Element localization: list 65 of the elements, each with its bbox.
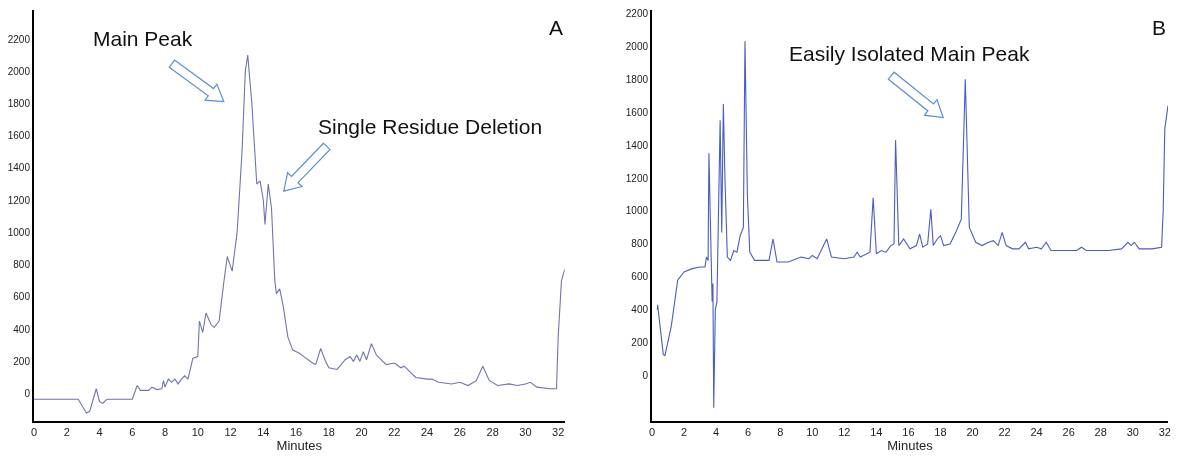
- x-tick-label: 20: [966, 426, 979, 439]
- y-tick-label: 1400: [7, 162, 31, 174]
- x-tick-label: 2: [63, 426, 70, 439]
- y-tick-label: 1000: [625, 205, 649, 217]
- y-tick-label: 0: [642, 370, 649, 382]
- x-tick-label: 2: [681, 426, 688, 439]
- x-axis-title: Minutes: [887, 438, 934, 454]
- x-tick-label: 12: [838, 426, 851, 439]
- y-tick-label: 800: [631, 238, 649, 250]
- annotation: Main Peak: [93, 27, 193, 50]
- annotation: B: [1152, 16, 1167, 39]
- annotation: A: [549, 16, 564, 39]
- y-tick-label: 200: [631, 337, 649, 349]
- y-tick-label: 2000: [7, 65, 31, 77]
- x-tick-label: 22: [388, 426, 401, 439]
- y-tick-label: 1400: [625, 139, 649, 151]
- x-tick-label: 20: [355, 426, 368, 439]
- x-tick-label: 30: [519, 426, 532, 439]
- y-tick-label: 400: [631, 304, 649, 316]
- x-tick-label: 16: [289, 426, 303, 439]
- x-tick-label: 24: [1030, 426, 1043, 439]
- x-tick-label: 32: [1158, 426, 1171, 439]
- annotation: Single Residue Deletion: [318, 115, 543, 138]
- y-tick-label: 200: [13, 355, 31, 367]
- x-axis-title: Minutes: [276, 438, 323, 454]
- x-tick-label: 18: [934, 426, 947, 439]
- x-tick-label: 14: [870, 426, 883, 439]
- y-tick-label: 1600: [625, 106, 649, 118]
- x-tick-label: 4: [96, 426, 103, 439]
- y-tick-label: 600: [631, 271, 649, 283]
- x-tick-label: 26: [453, 426, 467, 439]
- y-tick-label: 1800: [7, 97, 31, 109]
- y-tick-label: 800: [13, 259, 31, 271]
- x-tick-label: 8: [777, 426, 784, 439]
- line-series: [656, 40, 1168, 409]
- line-series: [34, 54, 565, 414]
- y-tick-label: 1200: [625, 172, 649, 184]
- x-tick-label: 8: [161, 426, 169, 439]
- x-tick-label: 26: [1062, 426, 1075, 439]
- x-tick-label: 16: [902, 426, 915, 439]
- y-tick-label: 1200: [7, 194, 31, 206]
- x-tick-label: 6: [745, 426, 752, 439]
- y-tick-label: 1000: [7, 226, 31, 238]
- x-tick-label: 10: [191, 426, 204, 439]
- y-tick-label: 2000: [625, 40, 649, 52]
- x-tick-label: 18: [322, 426, 335, 439]
- y-tick-label: 600: [13, 291, 31, 303]
- x-tick-label: 6: [129, 426, 136, 439]
- x-tick-label: 30: [1126, 426, 1139, 439]
- x-tick-label: 22: [998, 426, 1011, 439]
- x-tick-label: 10: [806, 426, 819, 439]
- y-tick-label: 2200: [625, 7, 649, 19]
- y-tick-label: 1800: [625, 73, 649, 85]
- x-tick-label: 24: [420, 426, 434, 439]
- y-tick-label: 1600: [7, 130, 31, 142]
- annotation: Easily Isolated Main Peak: [789, 42, 1030, 65]
- y-tick-label: 400: [13, 323, 31, 335]
- x-tick-label: 14: [257, 426, 270, 439]
- x-tick-label: 12: [224, 426, 237, 439]
- y-tick-label: 2200: [7, 33, 31, 45]
- x-tick-label: 4: [713, 426, 720, 439]
- x-tick-label: 28: [486, 426, 499, 439]
- x-tick-label: 32: [552, 426, 565, 439]
- x-tick-label: 28: [1094, 426, 1107, 439]
- y-tick-label: 0: [24, 388, 31, 400]
